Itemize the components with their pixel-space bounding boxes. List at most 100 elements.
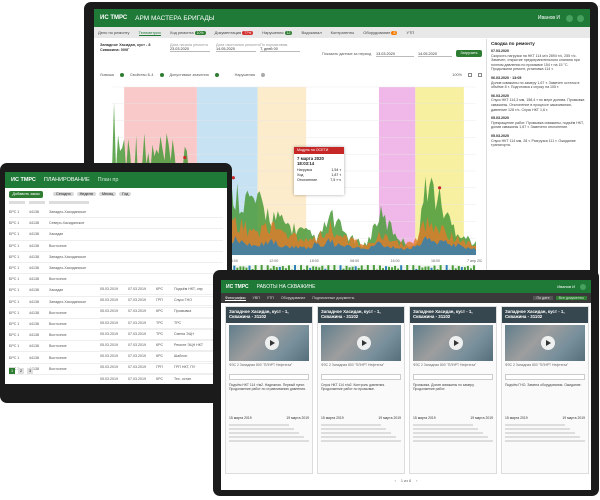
norm-value[interactable]: Т, дней 00 <box>260 47 300 52</box>
side-entry[interactable]: 05.03.2020 Прекращение работ. Промывка ск… <box>491 116 586 130</box>
tab-0[interactable]: Дело по ремонту <box>98 30 130 35</box>
card-field[interactable] <box>321 374 401 380</box>
filter-chip[interactable]: Год <box>119 192 132 196</box>
card-photo[interactable] <box>229 325 309 361</box>
table-row[interactable]: 05.03.2019 07.03.2019 КРС Промывка <box>100 306 220 318</box>
table-row[interactable]: 05.03.2019 07.03.2019 ТРС Смена ЭЦН <box>100 329 220 340</box>
violation-point[interactable] <box>183 155 187 160</box>
table-row[interactable]: БРС 1 44138 Западно-Хасиданское <box>9 252 223 263</box>
start-date-value[interactable]: 23.03.2020 <box>170 47 210 52</box>
tab-6[interactable]: Контрагенты <box>331 30 355 35</box>
table-row[interactable]: БРС 1 44138 Восточное <box>9 274 223 286</box>
table-row[interactable]: БРС 1 44138 Западно-Хасиданское <box>9 207 223 219</box>
card-field[interactable] <box>413 374 493 380</box>
play-icon[interactable] <box>449 336 463 350</box>
card-photo[interactable] <box>505 325 585 361</box>
left-title-extra[interactable]: План пр <box>97 177 119 183</box>
filter-chip[interactable]: Неделя <box>76 192 96 196</box>
pager-next-icon[interactable]: › <box>416 479 418 483</box>
legend-toggle-1[interactable] <box>119 73 124 77</box>
timeline-bar <box>388 266 391 273</box>
work-card[interactable]: Западное Хасидан, куст - 1, Скважина - 3… <box>225 306 313 474</box>
page-button[interactable]: 1 <box>9 368 15 374</box>
legend-item-3[interactable]: Допустимые значения <box>169 73 209 77</box>
table-row[interactable]: 05.03.2019 07.03.2019 КРС Подъём НКТ, опр <box>100 284 220 296</box>
right-tab[interactable]: Оборудование <box>280 295 306 300</box>
right-tab[interactable]: Фотографии <box>225 295 246 301</box>
right-user[interactable]: Иванов И <box>557 284 575 289</box>
legend-item-1[interactable]: Ловиша <box>100 73 114 77</box>
tab-7[interactable]: Оборудование 8 <box>363 30 398 35</box>
date-filter[interactable]: По дате <box>533 296 553 300</box>
table-row[interactable]: БРС 1 44138 Восточное <box>9 330 223 342</box>
side-entry[interactable]: 07.03.2020 Скорость нагрузки на НКТ 114 м… <box>491 49 586 72</box>
legend-item-4[interactable]: Нарушения <box>234 73 255 77</box>
bell-icon[interactable] <box>566 14 573 22</box>
legend-toggle-2[interactable] <box>159 73 164 77</box>
filter-chip[interactable]: Сегодня <box>53 192 74 196</box>
period-from[interactable]: 13.03.2020 <box>376 52 414 57</box>
card-photo[interactable] <box>321 325 401 361</box>
end-date-value[interactable]: 14.05.2020 <box>216 47 256 52</box>
table-row[interactable]: БРС 1 44138 Восточное <box>9 241 223 252</box>
table-row[interactable]: 05.03.2019 07.03.2019 ГРП ГРП НКТ, ПУ <box>100 362 220 374</box>
side-entry[interactable]: 06.03.2020 Спуск НКТ 114,3 мм, 158,4 т по… <box>491 94 586 112</box>
work-card[interactable]: Западное Хасидан, куст - 1, Скважина - 3… <box>317 306 405 474</box>
page-button[interactable]: 3 <box>27 368 33 374</box>
violation-point[interactable] <box>231 176 235 180</box>
legend-toggle-3[interactable] <box>214 73 219 77</box>
table-row[interactable]: БРС 1 44138 Восточное <box>9 341 223 353</box>
table-row[interactable]: 05.03.2019 07.03.2019 ГРП Спуск ГНО <box>100 295 220 307</box>
table-row[interactable]: БРС 1 44138 Восточное <box>9 308 223 319</box>
table-row[interactable]: БРС 1 44138 Северо-Хасиданское <box>9 218 223 230</box>
card-field[interactable] <box>229 374 309 380</box>
right-menu-icon[interactable] <box>580 283 586 290</box>
work-card[interactable]: Западное Хасидан, куст - 1, Скважина - 3… <box>501 306 589 474</box>
tab-3[interactable]: Документация 77% <box>215 30 254 35</box>
right-tab[interactable]: УТП <box>266 295 274 300</box>
table-row[interactable]: 05.03.2019 07.03.2019 КРС Тех. остан <box>100 374 220 384</box>
play-icon[interactable] <box>541 336 555 350</box>
right-tab[interactable]: Подписанные документы <box>312 295 355 300</box>
filter-chip[interactable]: Месяц <box>98 192 117 196</box>
load-button[interactable]: Загрузить <box>456 50 482 57</box>
user-name[interactable]: Иванов И <box>537 15 560 21</box>
period-to[interactable]: 14.05.2020 <box>418 52 452 57</box>
table-row[interactable]: БРС 1 44138 Хасидан <box>9 285 223 297</box>
table-row[interactable]: 05.03.2019 07.03.2019 КРС Ремонт ЭЦН НКТ <box>100 340 220 352</box>
table-row[interactable]: 05.03.2019 07.03.2019 КРС Шаблон <box>100 351 220 363</box>
play-icon[interactable] <box>265 336 279 350</box>
docs-filter[interactable]: Все документы <box>555 296 587 300</box>
table-row[interactable]: 05.03.2019 07.03.2019 ТРС ТРС <box>100 318 220 329</box>
card-photo[interactable] <box>413 325 493 361</box>
tab-2[interactable]: Ход ремонта 10% <box>170 30 206 35</box>
side-entry[interactable]: 05.03.2020 Спуск НКТ 114 мм, 28 т. Разгру… <box>491 134 586 148</box>
table-row[interactable]: БРС 1 44138 Западно-Хасиданское <box>9 263 223 275</box>
table-row[interactable]: БРС 1 44138 Восточное <box>9 319 223 331</box>
legend-toggle-4[interactable] <box>260 73 265 77</box>
tab-1[interactable]: Телеметрия <box>138 30 161 36</box>
add-order-button[interactable]: Добавить заказ <box>9 190 43 198</box>
zoom-level[interactable]: 100% <box>452 73 462 77</box>
right-tab[interactable]: УВП <box>252 295 260 300</box>
zoom-in-icon[interactable] <box>478 73 482 77</box>
tab-4[interactable]: Нарушения 12 <box>262 30 293 35</box>
left-logo[interactable]: ИС ТМРС <box>11 177 36 183</box>
violation-point[interactable] <box>438 186 442 190</box>
pager-prev-icon[interactable]: ‹ <box>394 479 396 483</box>
settings-icon[interactable] <box>577 14 584 22</box>
legend-item-2[interactable]: Свойство Б-4 <box>129 73 154 77</box>
page-button[interactable]: 2 <box>18 368 24 374</box>
table-row[interactable]: БРС 1 44138 Хасидан <box>9 229 223 241</box>
card-field[interactable] <box>505 374 585 380</box>
work-card[interactable]: Западное Хасидан, куст - 1, Скважина - 3… <box>409 306 497 474</box>
zoom-out-icon[interactable] <box>468 73 472 77</box>
tab-8[interactable]: УТП <box>406 30 414 35</box>
right-logo[interactable]: ИС ТМРС <box>226 283 249 290</box>
play-icon[interactable] <box>357 336 371 350</box>
app-logo[interactable]: ИС ТМРС <box>100 15 128 21</box>
side-entry[interactable]: 06.03.2020 · 13:05 Долив скважины по заме… <box>491 76 586 90</box>
tab-5[interactable]: Водоканал <box>301 30 321 35</box>
table-row[interactable]: БРС 1 44138 Западно-Хасиданское <box>9 297 223 308</box>
table-row[interactable]: БРС 1 44138 Восточное <box>9 352 223 364</box>
